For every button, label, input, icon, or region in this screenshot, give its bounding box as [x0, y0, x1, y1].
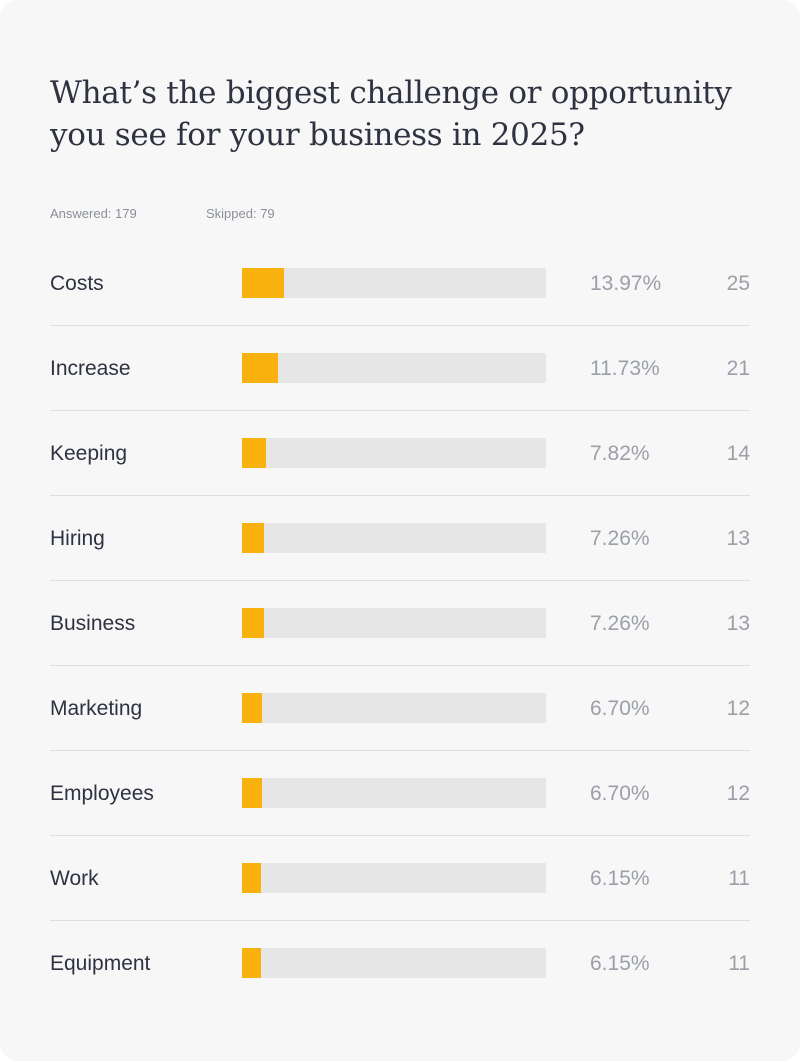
bar-track: [242, 523, 546, 553]
percent-label: 6.15%: [590, 867, 650, 890]
answer-label: Business: [50, 612, 136, 635]
answered-count: Answered: 179: [50, 206, 137, 221]
bar-track: [242, 438, 546, 468]
answer-label: Hiring: [50, 527, 105, 550]
count-label: 13: [726, 612, 750, 635]
percent-label: 11.73%: [590, 357, 660, 380]
bar-fill: [242, 948, 261, 978]
answer-row: Employees 6.70% 12: [50, 751, 750, 836]
answer-label: Keeping: [50, 442, 128, 465]
bar-track: [242, 693, 546, 723]
count-label: 12: [726, 697, 750, 720]
count-label: 12: [726, 782, 750, 805]
count-label: 11: [728, 867, 750, 890]
answer-row: Costs 13.97% 25: [50, 241, 750, 326]
bar-track: [242, 268, 546, 298]
answer-row: Marketing 6.70% 12: [50, 666, 750, 751]
question-title: What’s the biggest challenge or opportun…: [50, 75, 732, 153]
count-label: 25: [726, 272, 750, 295]
bar-fill: [242, 608, 265, 638]
bar-fill: [242, 863, 261, 893]
answer-label: Work: [50, 867, 99, 890]
response-stats: Answered: 179 Skipped: 79: [50, 206, 275, 221]
answer-row: Equipment 6.15% 11: [50, 921, 750, 1005]
bar-track: [242, 778, 546, 808]
bar-fill: [242, 353, 278, 383]
answer-label: Equipment: [50, 952, 151, 975]
bar-track: [242, 608, 546, 638]
percent-label: 6.70%: [590, 697, 650, 720]
answer-label: Costs: [50, 272, 104, 295]
answer-label: Employees: [50, 782, 154, 805]
answer-row: Business 7.26% 13: [50, 581, 750, 666]
answer-row: Hiring 7.26% 13: [50, 496, 750, 581]
bar-fill: [242, 778, 263, 808]
bar-fill: [242, 438, 266, 468]
count-label: 14: [726, 442, 750, 465]
bar-track: [242, 353, 546, 383]
count-label: 11: [728, 952, 750, 975]
answer-label: Increase: [50, 357, 131, 380]
percent-label: 6.70%: [590, 782, 650, 805]
bar-fill: [242, 693, 263, 723]
bar-track: [242, 863, 546, 893]
answer-row: Keeping 7.82% 14: [50, 411, 750, 496]
answer-row: Work 6.15% 11: [50, 836, 750, 921]
bar-fill: [242, 268, 285, 298]
percent-label: 7.82%: [590, 442, 650, 465]
bar-track: [242, 948, 546, 978]
count-label: 21: [726, 357, 750, 380]
response-bar-chart: Costs 13.97% 25 Increase 11.73% 21 Keeping 7.82…: [50, 241, 750, 1005]
bar-fill: [242, 523, 265, 553]
percent-label: 7.26%: [590, 612, 650, 635]
percent-label: 13.97%: [590, 272, 662, 295]
answer-label: Marketing: [50, 697, 143, 720]
percent-label: 7.26%: [590, 527, 650, 550]
skipped-count: Skipped: 79: [206, 206, 275, 221]
count-label: 13: [726, 527, 750, 550]
answer-row: Increase 11.73% 21: [50, 326, 750, 411]
percent-label: 6.15%: [590, 952, 650, 975]
